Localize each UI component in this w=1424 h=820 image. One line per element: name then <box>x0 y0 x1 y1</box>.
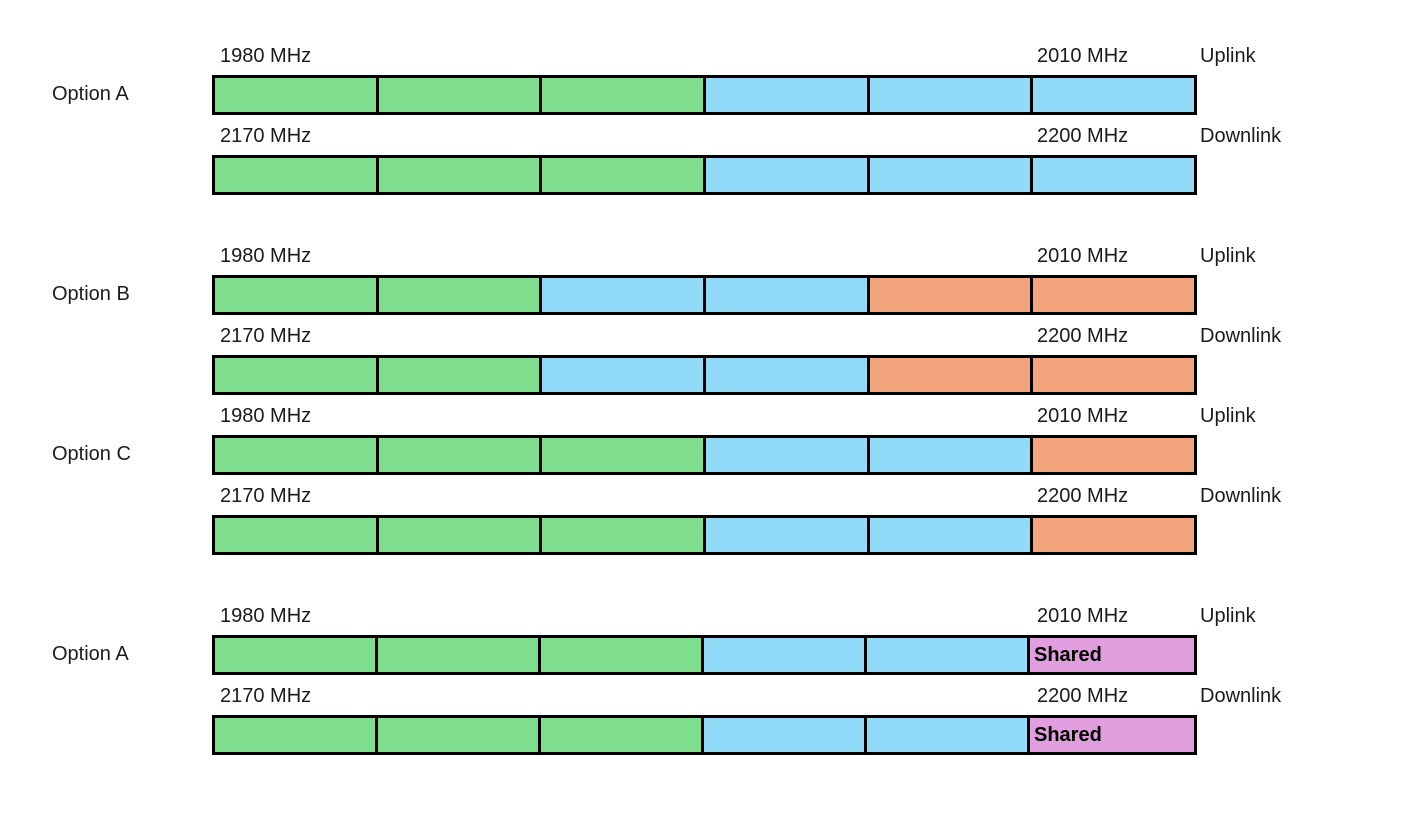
frequency-end-label: 2200 MHz <box>1037 685 1129 707</box>
option-label: Option C <box>52 443 131 465</box>
spectrum-segment-green <box>375 518 540 552</box>
link-direction-label: Uplink <box>1200 245 1256 267</box>
frequency-end-label: 2010 MHz <box>1037 45 1129 67</box>
spectrum-segment-blue <box>866 438 1031 472</box>
spectrum-segment-orange <box>866 358 1031 392</box>
spectrum-segment-green <box>375 438 540 472</box>
option-label: Option A <box>52 643 129 665</box>
spectrum-segment-blue <box>701 718 864 752</box>
spectrum-segment-green <box>215 278 376 312</box>
spectrum-segment-blue <box>1030 78 1195 112</box>
spectrum-segment-blue <box>703 518 867 552</box>
spectrum-segment-blue <box>703 158 867 192</box>
spectrum-segment-blue <box>866 158 1031 192</box>
frequency-start-label: 1980 MHz <box>220 245 312 267</box>
spectrum-segment-blue <box>866 518 1031 552</box>
spectrum-segment-blue <box>539 278 704 312</box>
option-label: Option A <box>52 83 129 105</box>
uplink-row: 1980 MHz 2010 MHz Uplink <box>0 245 1424 315</box>
spectrum-segment-green <box>539 518 704 552</box>
spectrum-segment-green <box>375 638 538 672</box>
spectrum-segment-green <box>538 638 701 672</box>
frequency-start-label: 2170 MHz <box>220 485 312 507</box>
spectrum-segment-green <box>538 718 701 752</box>
spectrum-segment-blue <box>703 78 867 112</box>
spectrum-bar <box>212 355 1197 395</box>
spectrum-segment-blue <box>539 358 704 392</box>
spectrum-segment-blue <box>1030 158 1195 192</box>
link-direction-label: Downlink <box>1200 485 1282 507</box>
spectrum-segment-orange <box>1030 518 1195 552</box>
frequency-start-label: 1980 MHz <box>220 605 312 627</box>
downlink-row: 2170 MHz 2200 MHz Downlink <box>0 325 1424 395</box>
spectrum-segment-blue <box>701 638 864 672</box>
spectrum-segment-orange <box>866 278 1031 312</box>
option-label: Option B <box>52 283 130 305</box>
spectrum-bar <box>212 155 1197 195</box>
link-direction-label: Downlink <box>1200 325 1282 347</box>
shared-segment: Shared <box>1027 638 1194 672</box>
uplink-row: 1980 MHz 2010 MHz Uplink Shared <box>0 605 1424 675</box>
option-section: Option C 1980 MHz 2010 MHz Uplink 2170 MHz 22… <box>0 405 1424 555</box>
link-direction-label: Downlink <box>1200 685 1282 707</box>
spectrum-segment-green <box>215 638 375 672</box>
spectrum-segment-blue <box>864 718 1027 752</box>
uplink-row: 1980 MHz 2010 MHz Uplink <box>0 405 1424 475</box>
option-section: Option B 1980 MHz 2010 MHz Uplink 2170 MHz 22… <box>0 245 1424 395</box>
shared-segment: Shared <box>1027 718 1194 752</box>
spectrum-segment-green <box>539 438 704 472</box>
spectrum-segment-green <box>215 518 376 552</box>
spectrum-segment-green <box>215 78 376 112</box>
option-section: Option A 1980 MHz 2010 MHz Uplink Shared 2170… <box>0 605 1424 755</box>
spectrum-segment-green <box>375 78 540 112</box>
spectrum-segment-green <box>375 278 540 312</box>
spectrum-segment-green <box>375 158 540 192</box>
downlink-row: 2170 MHz 2200 MHz Downlink Shared <box>0 685 1424 755</box>
frequency-end-label: 2010 MHz <box>1037 605 1129 627</box>
spectrum-segment-blue <box>866 78 1031 112</box>
spectrum-bar <box>212 275 1197 315</box>
spectrum-bar: Shared <box>212 715 1197 755</box>
spectrum-segment-blue <box>703 438 867 472</box>
uplink-row: 1980 MHz 2010 MHz Uplink <box>0 45 1424 115</box>
spectrum-segment-green <box>375 358 540 392</box>
spectrum-segment-orange <box>1030 438 1195 472</box>
spectrum-segment-orange <box>1030 278 1195 312</box>
frequency-end-label: 2010 MHz <box>1037 245 1129 267</box>
spectrum-segment-green <box>375 718 538 752</box>
frequency-end-label: 2200 MHz <box>1037 485 1129 507</box>
link-direction-label: Downlink <box>1200 125 1282 147</box>
downlink-row: 2170 MHz 2200 MHz Downlink <box>0 125 1424 195</box>
frequency-start-label: 1980 MHz <box>220 405 312 427</box>
spectrum-segment-green <box>539 78 704 112</box>
spectrum-segment-green <box>215 718 375 752</box>
frequency-end-label: 2010 MHz <box>1037 405 1129 427</box>
spectrum-segment-blue <box>703 358 867 392</box>
spectrum-bar: Shared <box>212 635 1197 675</box>
spectrum-bar <box>212 515 1197 555</box>
frequency-start-label: 2170 MHz <box>220 685 312 707</box>
downlink-row: 2170 MHz 2200 MHz Downlink <box>0 485 1424 555</box>
spectrum-bar <box>212 75 1197 115</box>
frequency-start-label: 1980 MHz <box>220 45 312 67</box>
link-direction-label: Uplink <box>1200 605 1256 627</box>
frequency-end-label: 2200 MHz <box>1037 325 1129 347</box>
frequency-start-label: 2170 MHz <box>220 125 312 147</box>
frequency-start-label: 2170 MHz <box>220 325 312 347</box>
spectrum-segment-blue <box>864 638 1027 672</box>
spectrum-bar <box>212 435 1197 475</box>
link-direction-label: Uplink <box>1200 45 1256 67</box>
spectrum-segment-green <box>539 158 704 192</box>
spectrum-segment-blue <box>703 278 867 312</box>
link-direction-label: Uplink <box>1200 405 1256 427</box>
frequency-end-label: 2200 MHz <box>1037 125 1129 147</box>
spectrum-segment-orange <box>1030 358 1195 392</box>
spectrum-segment-green <box>215 358 376 392</box>
spectrum-segment-green <box>215 158 376 192</box>
spectrum-segment-green <box>215 438 376 472</box>
option-section: Option A 1980 MHz 2010 MHz Uplink 2170 MHz 22… <box>0 45 1424 195</box>
